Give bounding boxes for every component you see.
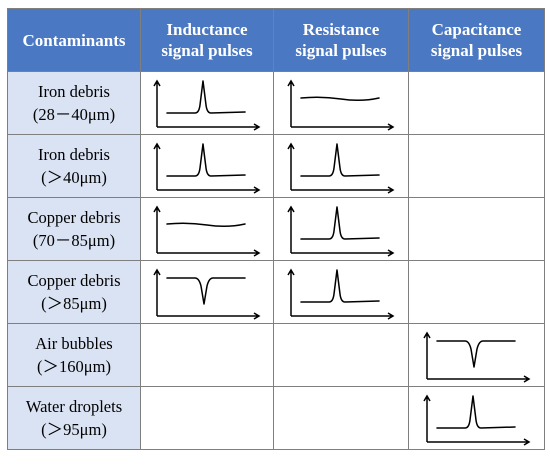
x-axis xyxy=(291,123,395,131)
y-axis xyxy=(153,205,161,253)
resistance-signal-cell xyxy=(273,260,409,324)
contaminant-label: Air bubbles (＞160μm) xyxy=(7,323,141,387)
contaminant-name: Iron debris xyxy=(38,145,110,164)
contaminant-name: Air bubbles xyxy=(35,334,113,353)
x-axis xyxy=(157,186,261,194)
resistance-signal-cell xyxy=(273,197,409,261)
inductance-signal-plot xyxy=(153,205,261,257)
table-row: Air bubbles (＞160μm) xyxy=(7,323,545,387)
resistance-signal-plot xyxy=(287,268,395,320)
inductance-signal-trace xyxy=(166,222,246,228)
contaminant-name: Copper debris xyxy=(27,208,121,227)
x-axis xyxy=(291,249,395,257)
resistance-signal-trace xyxy=(300,206,380,240)
capacitance-signal-trace xyxy=(435,340,516,368)
capacitance-signal-cell xyxy=(408,260,545,324)
contaminant-label: Iron debris (＞40μm) xyxy=(7,134,141,198)
x-axis xyxy=(291,186,395,194)
capacitance-signal-cell xyxy=(408,71,545,135)
inductance-signal-plot xyxy=(153,268,261,320)
y-axis xyxy=(153,142,161,190)
contaminant-size: (＞160μm) xyxy=(37,357,111,376)
resistance-signal-trace xyxy=(300,143,380,177)
resistance-signal-cell xyxy=(273,134,409,198)
inductance-signal-cell xyxy=(140,323,274,387)
x-axis xyxy=(426,375,530,383)
x-axis xyxy=(157,123,261,131)
header-resistance: Resistance signal pulses xyxy=(273,8,409,72)
header-inductance: Inductance signal pulses xyxy=(140,8,274,72)
header-contaminants: Contaminants xyxy=(7,8,141,72)
y-axis xyxy=(287,142,295,190)
resistance-signal-cell xyxy=(273,386,409,450)
contaminant-name: Iron debris xyxy=(38,82,110,101)
inductance-signal-trace xyxy=(166,143,246,177)
resistance-signal-cell xyxy=(273,71,409,135)
capacitance-signal-cell xyxy=(408,386,545,450)
y-axis xyxy=(287,79,295,127)
x-axis xyxy=(426,438,530,446)
inductance-signal-cell xyxy=(140,197,274,261)
table-row: Copper debris (70－85μm) xyxy=(7,197,545,261)
inductance-signal-cell xyxy=(140,71,274,135)
header-row: Contaminants Inductance signal pulses Res… xyxy=(7,8,545,72)
table-row: Iron debris (＞40μm) xyxy=(7,134,545,198)
inductance-signal-plot xyxy=(153,79,261,131)
inductance-signal-cell xyxy=(140,260,274,324)
contaminant-name: Copper debris xyxy=(27,271,121,290)
y-axis xyxy=(287,205,295,253)
capacitance-signal-plot xyxy=(422,394,530,446)
capacitance-signal-plot xyxy=(422,331,530,383)
resistance-signal-trace xyxy=(300,269,380,303)
y-axis xyxy=(422,394,431,442)
contaminant-label: Copper debris (＞85μm) xyxy=(7,260,141,324)
table-row: Iron debris (28－40μm) xyxy=(7,71,545,135)
resistance-signal-plot xyxy=(287,205,395,257)
inductance-signal-plot xyxy=(153,142,261,194)
x-axis xyxy=(157,249,261,257)
capacitance-signal-trace xyxy=(435,395,516,429)
resistance-signal-plot xyxy=(287,142,395,194)
y-axis xyxy=(422,331,431,379)
table-row: Copper debris (＞85μm) xyxy=(7,260,545,324)
contaminant-name: Water droplets xyxy=(25,397,123,416)
contaminant-size: (＞40μm) xyxy=(41,168,107,187)
resistance-signal-plot xyxy=(287,79,395,131)
contaminant-label: Copper debris (70－85μm) xyxy=(7,197,141,261)
header-capacitance: Capacitance signal pulses xyxy=(408,8,545,72)
y-axis xyxy=(153,79,161,127)
x-axis xyxy=(157,312,261,320)
resistance-signal-cell xyxy=(273,323,409,387)
inductance-signal-cell xyxy=(140,386,274,450)
contaminant-label: Iron debris (28－40μm) xyxy=(7,71,141,135)
contaminant-size: (＞85μm) xyxy=(41,294,107,313)
inductance-signal-trace xyxy=(166,80,246,114)
table-row: Water droplets (＞95μm) xyxy=(7,386,545,450)
resistance-signal-trace xyxy=(300,96,380,102)
y-axis xyxy=(287,268,295,316)
contaminant-size: (＞95μm) xyxy=(41,420,107,439)
inductance-signal-cell xyxy=(140,134,274,198)
capacitance-signal-cell xyxy=(408,197,545,261)
capacitance-signal-cell xyxy=(408,134,545,198)
contaminants-signal-table: Contaminants Inductance signal pulses Res… xyxy=(7,8,545,450)
inductance-signal-trace xyxy=(166,277,246,305)
y-axis xyxy=(153,268,161,316)
contaminant-size: (28－40μm) xyxy=(32,105,116,124)
contaminant-size: (70－85μm) xyxy=(32,231,116,250)
capacitance-signal-cell xyxy=(408,323,545,387)
contaminant-label: Water droplets (＞95μm) xyxy=(7,386,141,450)
x-axis xyxy=(291,312,395,320)
